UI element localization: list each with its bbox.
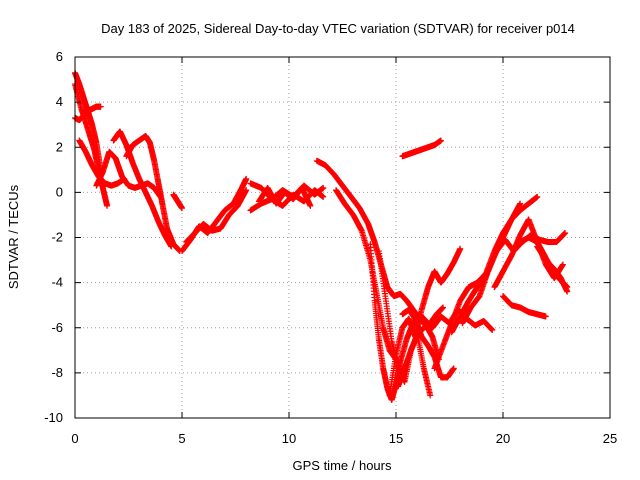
x-tick-label: 25	[603, 431, 617, 446]
y-tick-label: 2	[56, 139, 63, 154]
y-tick-label: 6	[56, 49, 63, 64]
data-point	[243, 175, 250, 182]
series-2	[72, 81, 111, 209]
y-tick-label: 0	[56, 184, 63, 199]
data-point	[307, 202, 314, 209]
x-tick-label: 10	[282, 431, 296, 446]
series-26	[500, 293, 549, 320]
data-point	[104, 202, 111, 209]
series-10	[183, 187, 250, 246]
series-9	[179, 175, 250, 255]
x-tick-label: 15	[389, 431, 403, 446]
series-3	[72, 103, 104, 124]
y-tick-label: 4	[56, 94, 63, 109]
axis-ticks: 0 5 10 15 20 25 -10 -8 -6 -4 -2 0 2 4 6	[44, 49, 617, 446]
y-tick-label: -2	[51, 230, 63, 245]
data-point	[243, 187, 250, 194]
chart-title: Day 183 of 2025, Sidereal Day-to-day VTE…	[101, 21, 575, 36]
y-tick-label: -4	[51, 275, 63, 290]
data-point	[320, 193, 327, 200]
y-tick-label: -6	[51, 320, 63, 335]
series-6	[110, 128, 175, 250]
data-point	[179, 205, 185, 212]
x-tick-label: 20	[496, 431, 510, 446]
series-13	[256, 184, 314, 209]
series-23	[448, 200, 524, 336]
y-tick-label: -8	[51, 365, 63, 380]
x-tick-label: 0	[71, 431, 78, 446]
data-point	[320, 184, 327, 191]
series-28	[534, 243, 571, 295]
data-points	[72, 69, 571, 403]
data-point	[97, 103, 104, 110]
series-8	[170, 191, 185, 212]
x-tick-label: 5	[178, 431, 185, 446]
series-7	[123, 132, 183, 255]
series-21	[399, 137, 444, 160]
y-axis-label: SDTVAR / TECUs	[6, 184, 21, 289]
x-axis-label: GPS time / hours	[293, 458, 392, 473]
y-tick-label: -10	[44, 410, 63, 425]
